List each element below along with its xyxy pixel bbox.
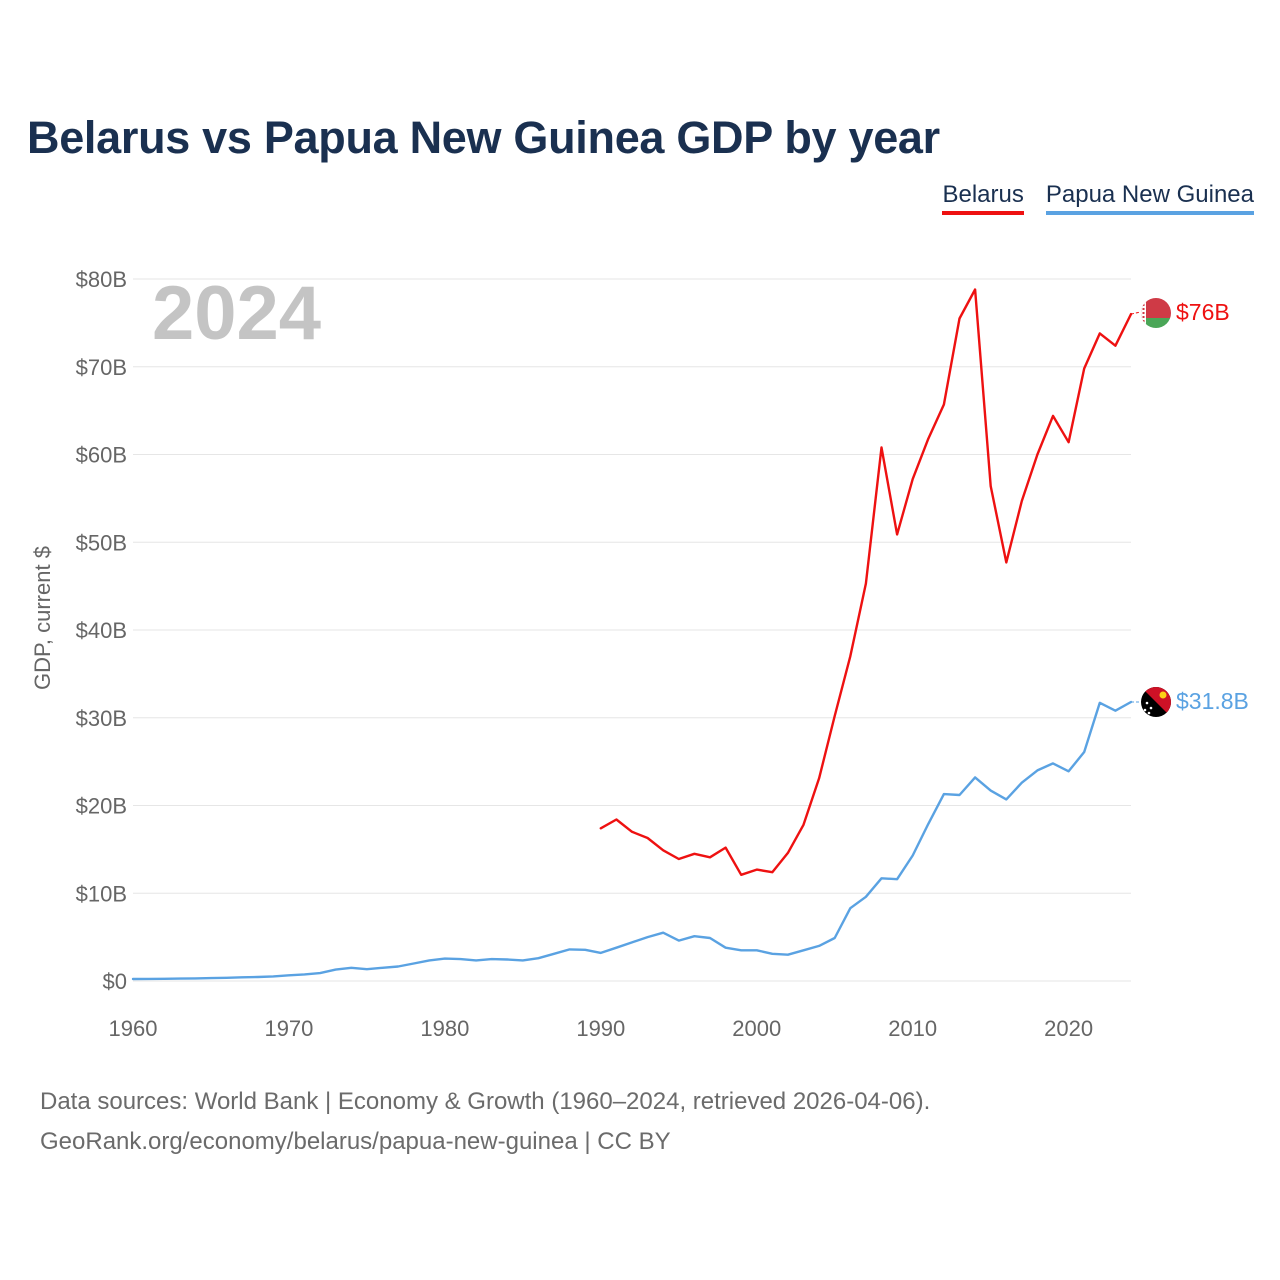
chart-title: Belarus vs Papua New Guinea GDP by year xyxy=(27,112,940,163)
y-axis-ticks: $0 $10B $20B $30B $40B $50B $60B $70B $80B xyxy=(76,267,127,994)
series-lines xyxy=(131,288,1141,981)
y-tick-label: $60B xyxy=(76,443,127,468)
x-tick-label: 2020 xyxy=(1044,1016,1093,1041)
source-line-1: Data sources: World Bank | Economy & Gro… xyxy=(40,1088,931,1115)
x-tick-label: 1970 xyxy=(264,1016,313,1041)
y-tick-label: $70B xyxy=(76,355,127,380)
y-tick-label: $0 xyxy=(103,969,127,994)
x-tick-label: 1990 xyxy=(576,1016,625,1041)
x-tick-label: 1980 xyxy=(420,1016,469,1041)
papua-new-guinea-flag-icon xyxy=(1141,687,1171,717)
papua-new-guinea-end-label: $31.8B xyxy=(1176,688,1249,714)
y-tick-label: $10B xyxy=(76,881,127,906)
y-tick-label: $40B xyxy=(76,618,127,643)
y-tick-label: $50B xyxy=(76,530,127,555)
x-axis-ticks: 1960 1970 1980 1990 2000 2010 2020 xyxy=(109,1016,1094,1041)
belarus-flag-icon xyxy=(1141,298,1171,328)
source-line-2: GeoRank.org/economy/belarus/papua-new-gu… xyxy=(40,1128,671,1155)
belarus-end-label: $76B xyxy=(1176,299,1230,325)
series-line-papua-new-guinea xyxy=(131,700,1133,981)
grid-lines xyxy=(133,278,1131,982)
x-tick-label: 2000 xyxy=(732,1016,781,1041)
y-tick-label: $80B xyxy=(76,267,127,292)
legend-item-belarus[interactable]: Belarus xyxy=(942,181,1024,215)
end-connector-belarus xyxy=(1130,311,1141,315)
y-axis-label: GDP, current $ xyxy=(30,546,55,690)
x-tick-label: 1960 xyxy=(109,1016,158,1041)
source-note: Data sources: World Bank | Economy & Gro… xyxy=(40,1082,930,1162)
y-tick-label: $30B xyxy=(76,706,127,731)
legend: Belarus Papua New Guinea xyxy=(942,181,1254,215)
y-tick-label: $20B xyxy=(76,794,127,819)
legend-item-papua-new-guinea[interactable]: Papua New Guinea xyxy=(1045,181,1254,215)
year-label: 2024 xyxy=(152,271,321,356)
series-line-belarus xyxy=(599,288,1133,876)
x-tick-label: 2010 xyxy=(888,1016,937,1041)
